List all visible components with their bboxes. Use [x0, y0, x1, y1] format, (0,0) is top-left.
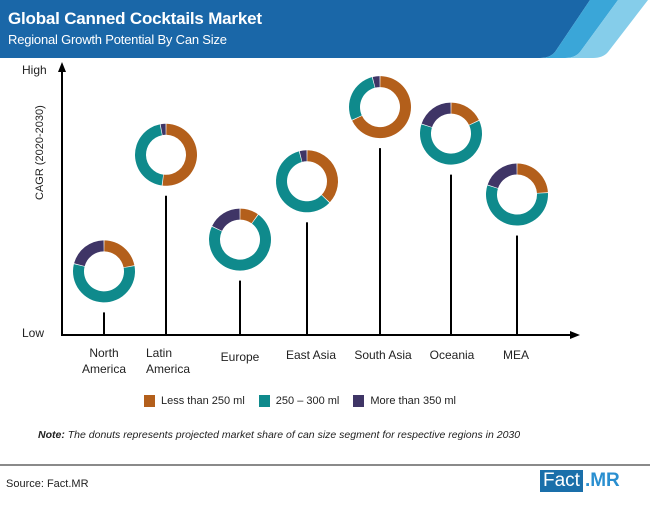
- donut-segment: [240, 208, 258, 224]
- y-axis-title: CAGR (2020-2030): [34, 105, 46, 200]
- chart-note: Note: The donuts represents projected ma…: [38, 428, 578, 443]
- note-text: The donuts represents projected market s…: [67, 429, 521, 441]
- x-label-line1: Europe: [220, 350, 260, 364]
- donut-segment: [372, 76, 380, 88]
- x-label-line1: North: [89, 346, 119, 360]
- donut-east-asia: [276, 150, 338, 213]
- donut-segment: [349, 77, 375, 120]
- header-banner: Global Canned Cocktails Market Regional …: [0, 0, 650, 58]
- x-label-line1: Latin: [146, 346, 173, 360]
- chart-canvas: [58, 62, 580, 339]
- donut-latin-america: [135, 123, 198, 186]
- legend-label: More than 350 ml: [370, 395, 456, 407]
- donut-segment: [73, 264, 135, 303]
- footer-divider: [0, 464, 650, 466]
- donut-segment: [421, 102, 451, 128]
- legend-item-250-300: 250 – 300 ml: [258, 395, 340, 407]
- legend-label: Less than 250 ml: [161, 395, 245, 407]
- y-axis-low-label: Low: [22, 326, 45, 340]
- donut-segment: [352, 76, 412, 139]
- chart-subtitle: Regional Growth Potential By Can Size: [8, 32, 227, 47]
- donut-segment: [276, 151, 330, 213]
- donut-segment: [74, 240, 104, 267]
- factmr-logo: Fact .MR: [540, 470, 620, 492]
- x-label-line1: South Asia: [354, 348, 412, 362]
- x-label-north-america: North America: [78, 345, 130, 377]
- x-label-line1: Oceania: [429, 348, 475, 362]
- donut-segment: [487, 163, 517, 189]
- donut-oceania: [420, 102, 482, 165]
- x-label-line2: America: [146, 362, 191, 376]
- chart-legend: Less than 250 ml 250 – 300 ml More than …: [144, 395, 470, 407]
- chart-title: Global Canned Cocktails Market: [8, 9, 262, 28]
- donut-north-america: [73, 240, 135, 303]
- legend-swatch-teal: [258, 395, 270, 407]
- x-label-latin-america: Latin America: [146, 345, 196, 377]
- donut-segment: [299, 150, 307, 162]
- x-label-east-asia: East Asia: [278, 347, 344, 363]
- donut-south-asia: [349, 76, 412, 139]
- legend-item-less-than-250: Less than 250 ml: [144, 395, 245, 407]
- logo-mr: .MR: [584, 470, 620, 491]
- legend-label: 250 – 300 ml: [275, 395, 340, 407]
- y-axis-arrow-icon: [58, 62, 66, 72]
- x-label-line1: East Asia: [285, 348, 337, 362]
- source-text: Source: Fact.MR: [6, 478, 89, 490]
- donut-mea: [486, 163, 548, 226]
- donut-segment: [104, 240, 135, 268]
- donut-segment: [162, 123, 198, 186]
- donut-group: [73, 76, 548, 335]
- legend-item-more-than-350: More than 350 ml: [353, 395, 456, 407]
- x-label-south-asia: South Asia: [348, 347, 418, 363]
- donut-segment: [486, 185, 548, 226]
- donut-europe: [209, 208, 271, 271]
- legend-swatch-purple: [353, 395, 365, 407]
- x-label-europe: Europe: [212, 349, 268, 365]
- x-label-line2: America: [81, 362, 126, 376]
- x-label-oceania: Oceania: [424, 347, 480, 363]
- donut-segment: [451, 102, 479, 125]
- y-axis-high-label: High: [22, 63, 47, 77]
- legend-swatch-orange: [144, 395, 155, 407]
- donut-segment: [160, 123, 166, 136]
- x-label-mea: MEA: [496, 347, 536, 363]
- donut-segment: [212, 208, 240, 231]
- header-background: [0, 0, 650, 58]
- donut-segment: [420, 120, 482, 165]
- x-label-line1: MEA: [502, 348, 529, 362]
- note-label: Note:: [38, 429, 65, 441]
- donut-segment: [307, 150, 338, 203]
- donut-segment: [135, 124, 164, 186]
- donut-segment: [209, 214, 271, 271]
- x-axis-arrow-icon: [570, 331, 580, 339]
- donut-segment: [517, 163, 548, 194]
- logo-fact: Fact: [540, 470, 583, 492]
